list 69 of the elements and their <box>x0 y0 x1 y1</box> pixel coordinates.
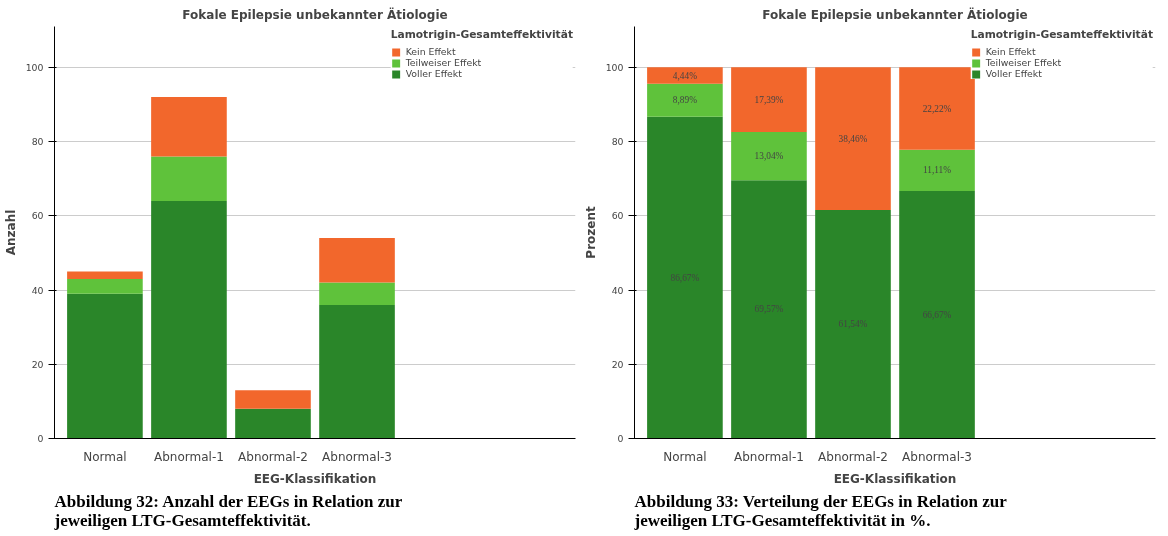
data-label: 38,46% <box>838 133 868 144</box>
y-tick-label: 20 <box>31 358 44 370</box>
x-tick-label: Abnormal-2 <box>238 449 308 464</box>
y-tick-label: 60 <box>611 210 624 222</box>
bar <box>647 116 723 439</box>
bar <box>67 278 143 294</box>
legend-label: Voller Effekt <box>405 68 462 79</box>
bar <box>67 271 143 279</box>
data-label: 66,67% <box>922 309 952 320</box>
data-label: 4,44% <box>672 70 698 81</box>
x-tick-label: Abnormal-3 <box>322 449 392 464</box>
y-tick-label: 40 <box>31 284 44 296</box>
x-tick-label: Abnormal-2 <box>818 449 888 464</box>
x-tick-label: Abnormal-1 <box>734 449 804 464</box>
x-tick-label: Normal <box>83 449 127 464</box>
y-tick-label: 40 <box>611 284 624 296</box>
bar <box>731 180 807 439</box>
text: Abbildung 32: Anzahl der EEGs in Relation zur jeweiligen LTG-Gesamteffektivität. <box>53 491 403 530</box>
y-tick-label: 20 <box>611 358 624 370</box>
legend-title: Lamotrigin-Gesamteffektivität <box>390 28 573 41</box>
bar <box>815 210 891 439</box>
x-tick-label: Normal <box>663 449 707 464</box>
y-axis-title: Prozent <box>583 206 598 259</box>
legend-label: Teilweiser Effekt <box>985 57 1062 68</box>
bar <box>67 293 143 439</box>
legend-label: Kein Effekt <box>985 46 1036 57</box>
bar <box>647 83 723 117</box>
legend-label: Teilweiser Effekt <box>405 57 482 68</box>
bar <box>319 304 395 439</box>
data-label: 8,89% <box>672 95 698 106</box>
data-label: 13,04% <box>754 151 784 162</box>
y-tick-label: 80 <box>611 136 624 148</box>
bar <box>151 200 227 439</box>
bar <box>151 97 227 157</box>
y-tick-label: 100 <box>25 61 44 73</box>
bar <box>235 390 311 409</box>
chart-title: Fokale Epilepsie unbekannter Ätiologie <box>182 6 448 22</box>
x-tick-label: Abnormal-3 <box>902 449 972 464</box>
legend-title: Lamotrigin-Gesamteffektivität <box>970 28 1153 41</box>
x-axis-title: EEG-Klassifikation <box>833 471 957 486</box>
data-label: 86,67% <box>670 272 700 283</box>
y-tick-label: 60 <box>31 210 44 222</box>
x-tick-label: Abnormal-1 <box>154 449 224 464</box>
bar <box>235 408 311 439</box>
bar <box>151 156 227 201</box>
x-axis-title: EEG-Klassifikation <box>253 471 377 486</box>
legend-label: Voller Effekt <box>985 68 1042 79</box>
data-label: 22,22% <box>922 103 952 114</box>
bar <box>899 191 975 439</box>
bar <box>319 282 395 305</box>
data-label: 17,39% <box>754 94 784 105</box>
data-label: 61,54% <box>838 319 868 330</box>
y-tick-label: 0 <box>37 433 44 444</box>
bar <box>899 149 975 192</box>
y-tick-label: 100 <box>605 61 624 73</box>
bar <box>731 131 807 181</box>
y-tick-label: 80 <box>31 136 44 148</box>
bar <box>731 67 807 132</box>
y-axis-title: Anzahl <box>3 209 18 256</box>
bar <box>815 67 891 211</box>
chart-title: Fokale Epilepsie unbekannter Ätiologie <box>762 6 1028 22</box>
legend-label: Kein Effekt <box>405 46 456 57</box>
data-label: 11,11% <box>922 165 952 176</box>
bar <box>647 67 723 84</box>
bar <box>899 67 975 150</box>
data-label: 69,57% <box>754 304 784 315</box>
bar <box>319 238 395 283</box>
text: Abbildung 33: Verteilung der EEGs in Relation zur jeweiligen LTG-Gesamteffektivität in %. <box>633 491 1008 530</box>
y-tick-label: 0 <box>617 433 624 444</box>
